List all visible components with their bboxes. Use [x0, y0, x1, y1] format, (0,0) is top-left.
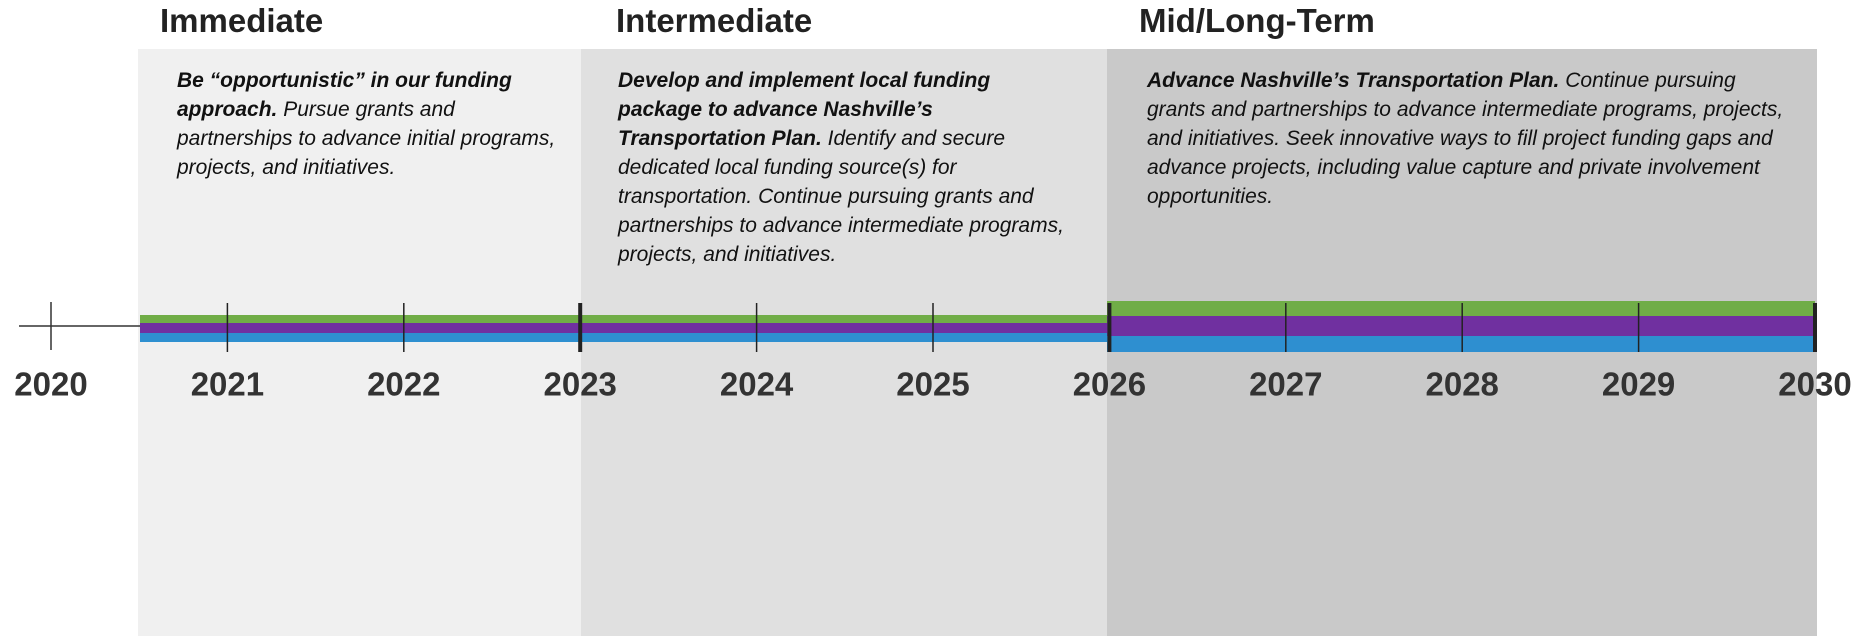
year-label: 2022 [367, 366, 440, 403]
phase-description: Advance Nashville’s Transportation Plan.… [1147, 66, 1787, 211]
year-label: 2029 [1602, 366, 1675, 403]
year-label: 2023 [543, 366, 616, 403]
year-label: 2028 [1425, 366, 1498, 403]
phase-lead: Advance Nashville’s Transportation Plan. [1147, 69, 1560, 92]
phase-body: Pursue grants and partnerships to advanc… [177, 98, 556, 179]
phase-lead: Be “opportunistic” in our funding approa… [177, 69, 512, 121]
year-label: 2021 [191, 366, 264, 403]
phase-title: Immediate [160, 2, 324, 39]
phase-description: Develop and implement local funding pack… [618, 66, 1073, 269]
year-label: 2027 [1249, 366, 1322, 403]
phase-body: Identify and secure dedicated local fund… [618, 127, 1064, 266]
band-purple [1107, 316, 1815, 336]
band-blue [1107, 336, 1815, 352]
year-label: 2026 [1073, 366, 1146, 403]
year-label: 2030 [1778, 366, 1851, 403]
phase-panel [581, 49, 1107, 636]
band-green [1107, 301, 1815, 316]
year-label: 2025 [896, 366, 969, 403]
phase-title: Mid/Long-Term [1139, 2, 1375, 39]
year-label: 2020 [14, 366, 87, 403]
band-green [140, 315, 1107, 323]
phase-body: Continue pursuing grants and partnership… [1147, 69, 1784, 208]
phase-lead: Develop and implement local funding pack… [618, 69, 991, 150]
phase-panel [138, 49, 581, 636]
band-blue [140, 333, 1107, 342]
phase-description: Be “opportunistic” in our funding approa… [177, 66, 572, 182]
band-purple [140, 323, 1107, 333]
year-label: 2024 [720, 366, 794, 403]
phase-title: Intermediate [616, 2, 813, 39]
